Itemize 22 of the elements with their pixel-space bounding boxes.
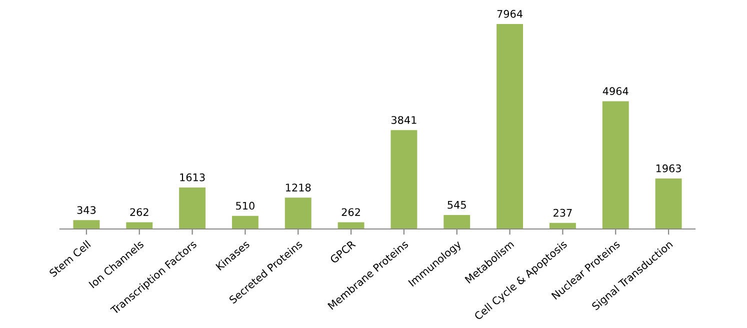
bar: [655, 178, 682, 229]
data-label: 262: [130, 208, 148, 216]
data-label: 237: [554, 208, 572, 217]
bar: [549, 222, 576, 229]
data-label: 7964: [497, 10, 522, 18]
data-label: 343: [77, 206, 96, 214]
bar: [73, 220, 100, 229]
data-label: 1963: [656, 164, 681, 172]
data-label: 4964: [602, 87, 628, 96]
bar: [232, 216, 258, 229]
data-label: 3841: [391, 116, 416, 124]
bar: [496, 24, 524, 229]
bar: [602, 101, 629, 229]
bar: [284, 198, 312, 229]
data-label: 510: [236, 202, 254, 210]
data-label: 1218: [286, 184, 311, 192]
bar: [444, 214, 470, 229]
bar: [390, 130, 418, 229]
data-label: 262: [342, 208, 360, 216]
data-label: 1613: [180, 173, 205, 182]
bar: [179, 187, 206, 229]
data-label: 545: [448, 201, 466, 209]
